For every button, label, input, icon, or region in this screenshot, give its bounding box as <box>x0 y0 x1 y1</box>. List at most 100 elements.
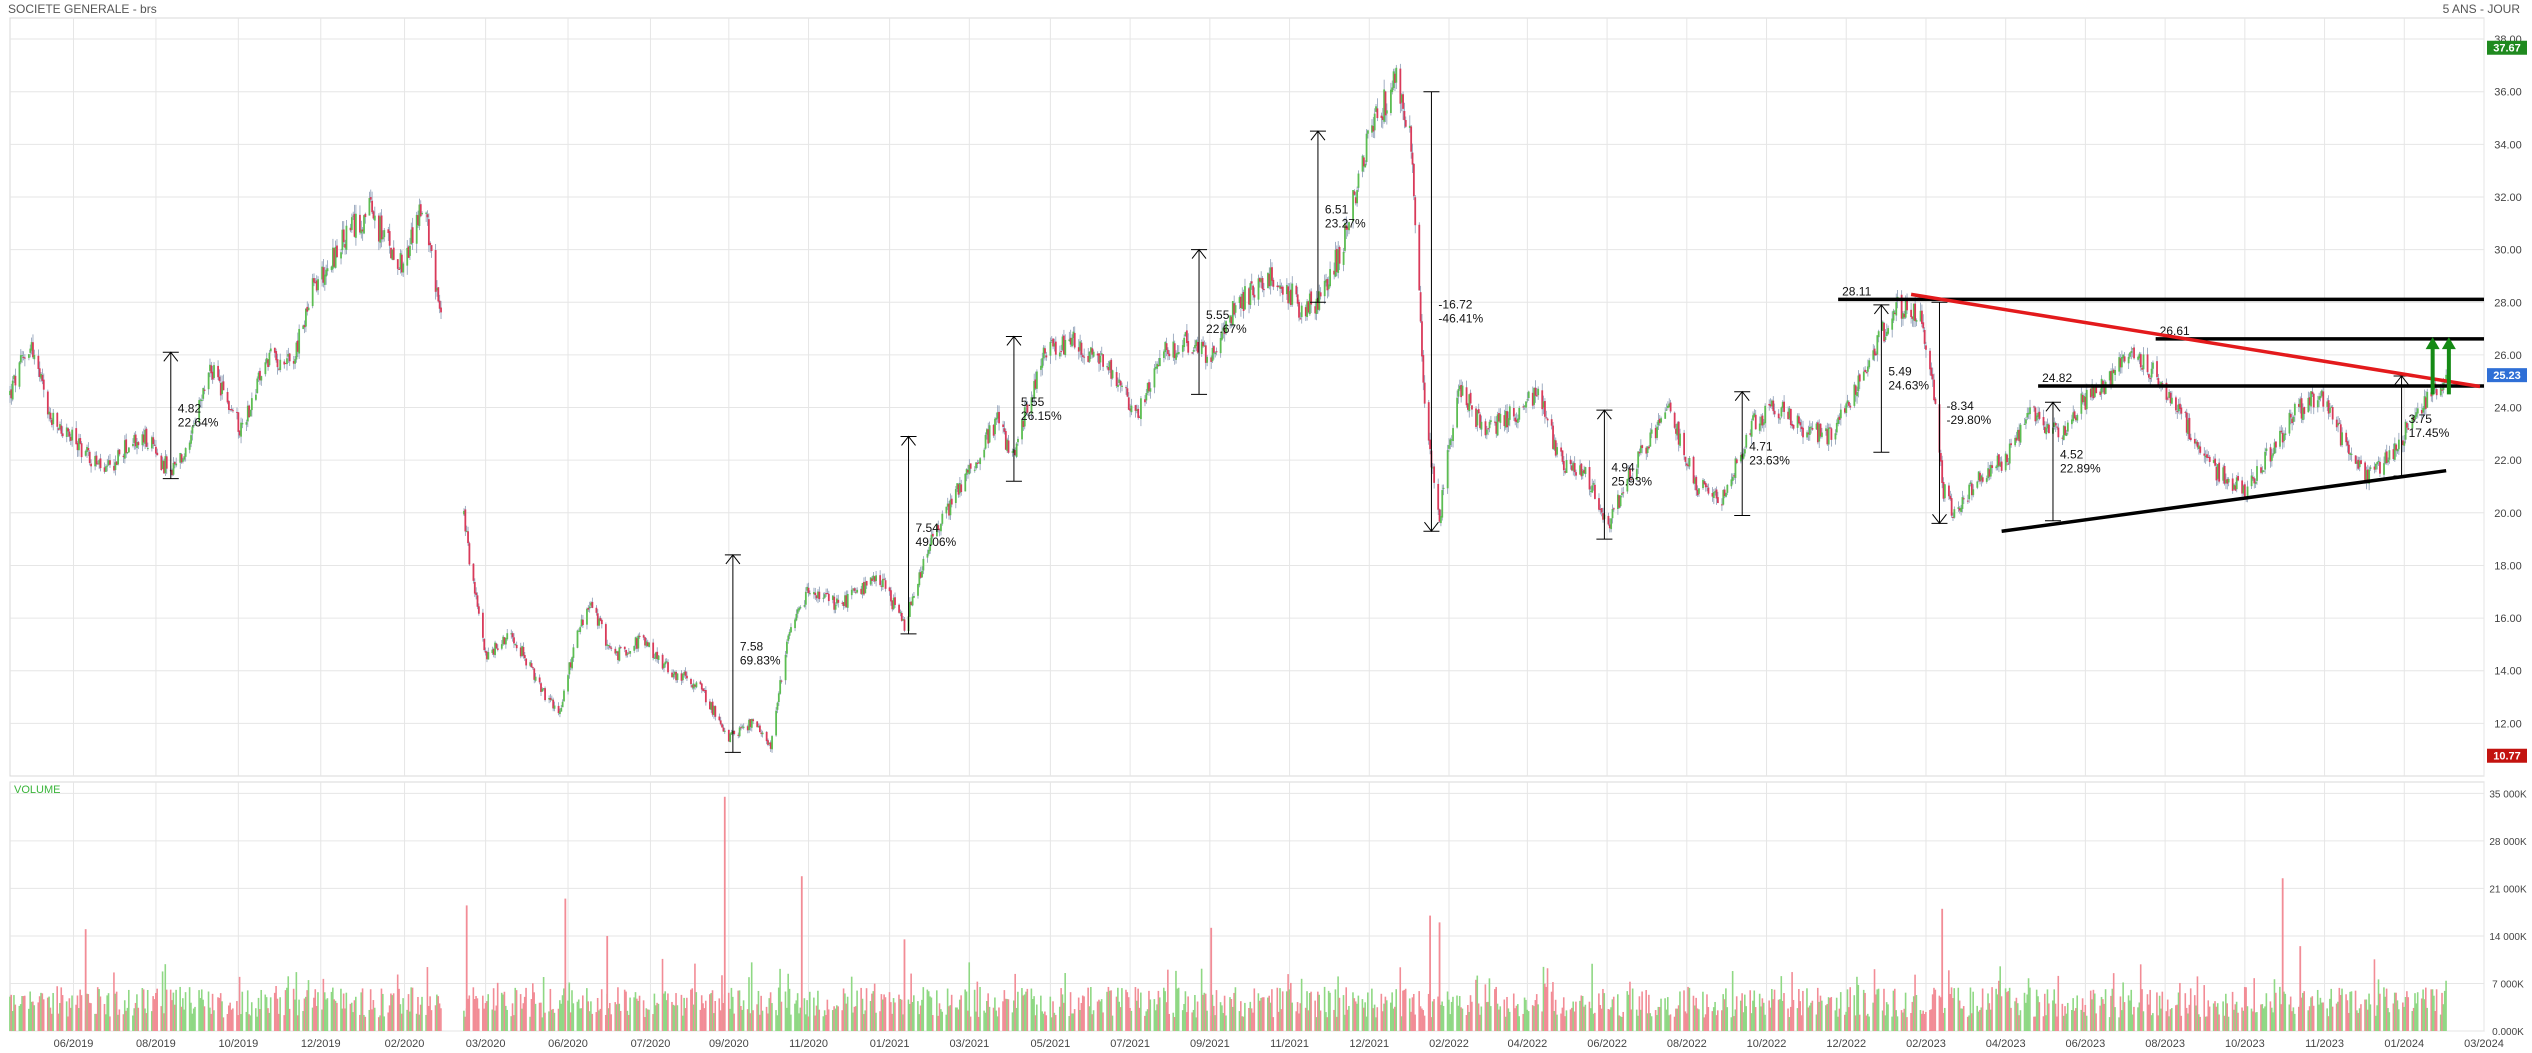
high-price-badge-bg <box>2487 40 2527 55</box>
candle-body <box>2216 464 2219 479</box>
volume-bar <box>2272 1012 2274 1031</box>
volume-bar <box>768 998 771 1031</box>
volume-bar <box>2042 1016 2045 1031</box>
candle-body <box>926 553 929 558</box>
candle-body <box>267 359 269 367</box>
candle-body <box>2326 401 2329 407</box>
candle-body <box>1279 285 1282 289</box>
candle-body <box>757 726 760 728</box>
candle-body <box>117 450 119 465</box>
volume-bar <box>2379 993 2381 1031</box>
candle-body <box>1783 401 1785 412</box>
candle-body <box>2387 459 2389 463</box>
candle-body <box>473 581 476 594</box>
volume-bar <box>2053 989 2056 1031</box>
candle-body <box>502 636 505 645</box>
candle-body <box>322 267 325 283</box>
volume-bar <box>969 1016 972 1031</box>
volume-bar <box>550 1009 553 1031</box>
candle-body <box>834 604 837 610</box>
volume-bar <box>2184 993 2187 1031</box>
volume-bar <box>1200 968 1203 1031</box>
candle-body <box>2204 455 2207 458</box>
volume-bar <box>2424 987 2427 1031</box>
candle-body <box>1948 485 1950 497</box>
candle-body <box>733 730 736 734</box>
candle-body <box>40 373 42 379</box>
measure-abs-label: 7.54 <box>916 521 940 535</box>
candle-body <box>2076 415 2079 421</box>
volume-bar <box>1033 996 1035 1031</box>
candle-body <box>2195 441 2198 444</box>
candle-body <box>1248 288 1250 305</box>
volume-bar <box>694 963 696 1031</box>
candle-body <box>1234 305 1237 313</box>
candle-body <box>190 435 192 444</box>
candle-body <box>2193 438 2196 444</box>
candle-body <box>2223 465 2226 484</box>
candle-body <box>2414 415 2416 420</box>
candle-body <box>76 442 79 451</box>
volume-bar <box>722 1002 725 1031</box>
candle-body <box>1707 487 1710 494</box>
candle-body <box>1023 406 1026 427</box>
volume-bar <box>1873 969 1876 1031</box>
candle-body <box>1816 422 1819 443</box>
volume-bar <box>1423 1015 1426 1031</box>
candle-body <box>1050 340 1053 342</box>
volume-bar <box>1802 990 1804 1031</box>
candle-body <box>1496 414 1499 436</box>
volume-bar <box>1412 993 1415 1031</box>
candle-body <box>1504 410 1507 428</box>
candle-body <box>2029 407 2031 415</box>
candle-body <box>1562 460 1565 471</box>
volume-bar <box>125 1010 127 1031</box>
candle-body <box>1240 296 1242 309</box>
volume-bar <box>37 1002 40 1031</box>
volume-bar <box>1364 1002 1366 1031</box>
candle-body <box>994 418 996 435</box>
volume-bar <box>1145 1011 1148 1031</box>
volume-bar <box>675 993 677 1031</box>
volume-bar <box>1526 1009 1529 1031</box>
volume-bar <box>657 1003 660 1031</box>
volume-bar <box>1780 976 1783 1031</box>
candle-body <box>1515 419 1518 423</box>
candle-body <box>491 649 494 654</box>
volume-bar <box>2215 1006 2218 1031</box>
measure-abs-label: 3.75 <box>2409 412 2433 426</box>
candle-body <box>326 268 329 272</box>
volume-bar <box>1035 1004 1038 1031</box>
candle-body <box>1996 455 1999 468</box>
volume-bar <box>2185 1007 2188 1031</box>
volume-bar <box>842 988 845 1031</box>
candle-body <box>2327 400 2330 414</box>
volume-bar <box>1807 1007 1810 1031</box>
candle-body <box>142 434 145 443</box>
volume-bar <box>2346 1000 2349 1031</box>
volume-bar <box>265 997 268 1031</box>
candle-body <box>2385 451 2388 464</box>
candle-body <box>2307 397 2310 413</box>
volume-bar <box>1373 1004 1376 1031</box>
volume-bar <box>1991 987 1993 1031</box>
volume-bar <box>1485 1002 1488 1031</box>
candle-body <box>884 580 887 589</box>
candle-body <box>1165 343 1168 351</box>
candle-body <box>1383 89 1386 122</box>
candle-body <box>1017 438 1019 443</box>
candle-body <box>1881 321 1884 331</box>
volume-bar <box>795 1000 798 1031</box>
candle-body <box>1110 359 1113 379</box>
candle-body <box>2177 404 2180 412</box>
volume-bar <box>741 1009 744 1031</box>
candle-body <box>2092 385 2095 399</box>
x-tick-label: 06/2022 <box>1587 1038 1627 1050</box>
volume-bar <box>1107 986 1110 1031</box>
candle-body <box>1476 409 1479 426</box>
volume-bar <box>9 996 11 1031</box>
candle-body <box>1664 412 1667 419</box>
candle-body <box>273 347 276 353</box>
volume-bar <box>2223 1015 2226 1031</box>
candle-body <box>1731 476 1734 481</box>
